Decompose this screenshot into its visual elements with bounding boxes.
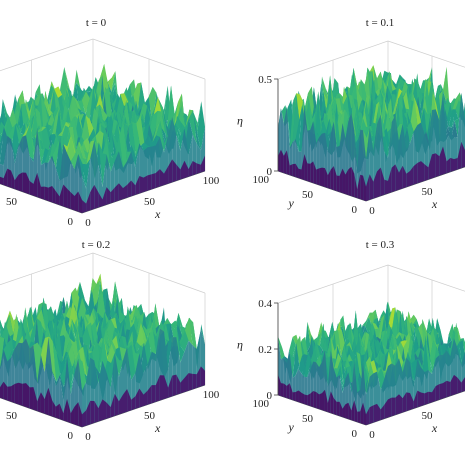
x-axis-label: x: [154, 421, 161, 435]
subplot-2: t = 0.1050100x050100y00.5η: [237, 17, 465, 217]
surface-mesh: [0, 63, 205, 213]
subplot-1: t = 0050100x050100y: [0, 17, 220, 229]
x-axis-label: x: [431, 197, 438, 211]
z-tick-label: 0.2: [258, 344, 272, 356]
y-tick-label: 100: [253, 174, 270, 186]
x-tick-label: 50: [422, 186, 434, 198]
y-tick-label: 0: [68, 216, 74, 228]
z-tick-label: 0: [267, 166, 273, 178]
z-axis-label: η: [237, 337, 243, 351]
y-tick-label: 50: [6, 196, 18, 208]
subplot-3: t = 0.2050100x050100y: [0, 239, 220, 443]
x-tick-label: 0: [85, 431, 91, 443]
x-tick-label: 0: [369, 429, 375, 441]
x-tick-label: 100: [203, 175, 220, 187]
x-tick-label: 0: [85, 217, 91, 229]
y-tick-label: 50: [302, 413, 314, 425]
subplot-title: t = 0: [86, 17, 107, 29]
x-axis-label: x: [154, 207, 161, 221]
y-axis-label: y: [288, 196, 295, 210]
y-tick-label: 0: [352, 428, 358, 440]
subplot-title: t = 0.1: [366, 17, 395, 29]
subplot-title: t = 0.2: [82, 239, 111, 251]
y-tick-label: 50: [6, 410, 18, 422]
x-tick-label: 0: [369, 205, 375, 217]
z-tick-label: 0.4: [258, 298, 272, 310]
y-axis-label: y: [288, 420, 295, 434]
x-axis-label: x: [431, 421, 438, 435]
y-tick-label: 50: [302, 189, 314, 201]
y-tick-label: 0: [352, 204, 358, 216]
y-tick-label: 100: [253, 398, 270, 410]
x-tick-label: 100: [203, 389, 220, 401]
subplot-title: t = 0.3: [366, 239, 395, 251]
surface-mesh: [278, 301, 465, 425]
x-tick-label: 50: [422, 410, 434, 422]
z-tick-label: 0.5: [258, 74, 272, 86]
z-axis-label: η: [237, 113, 243, 127]
surface-mesh: [278, 65, 465, 201]
surface-mesh: [0, 273, 205, 427]
x-tick-label: 50: [144, 410, 156, 422]
x-tick-label: 50: [144, 196, 156, 208]
z-tick-label: 0: [267, 390, 273, 402]
y-tick-label: 0: [68, 430, 74, 442]
subplot-4: t = 0.3050100x050100y00.20.4η: [237, 239, 465, 441]
